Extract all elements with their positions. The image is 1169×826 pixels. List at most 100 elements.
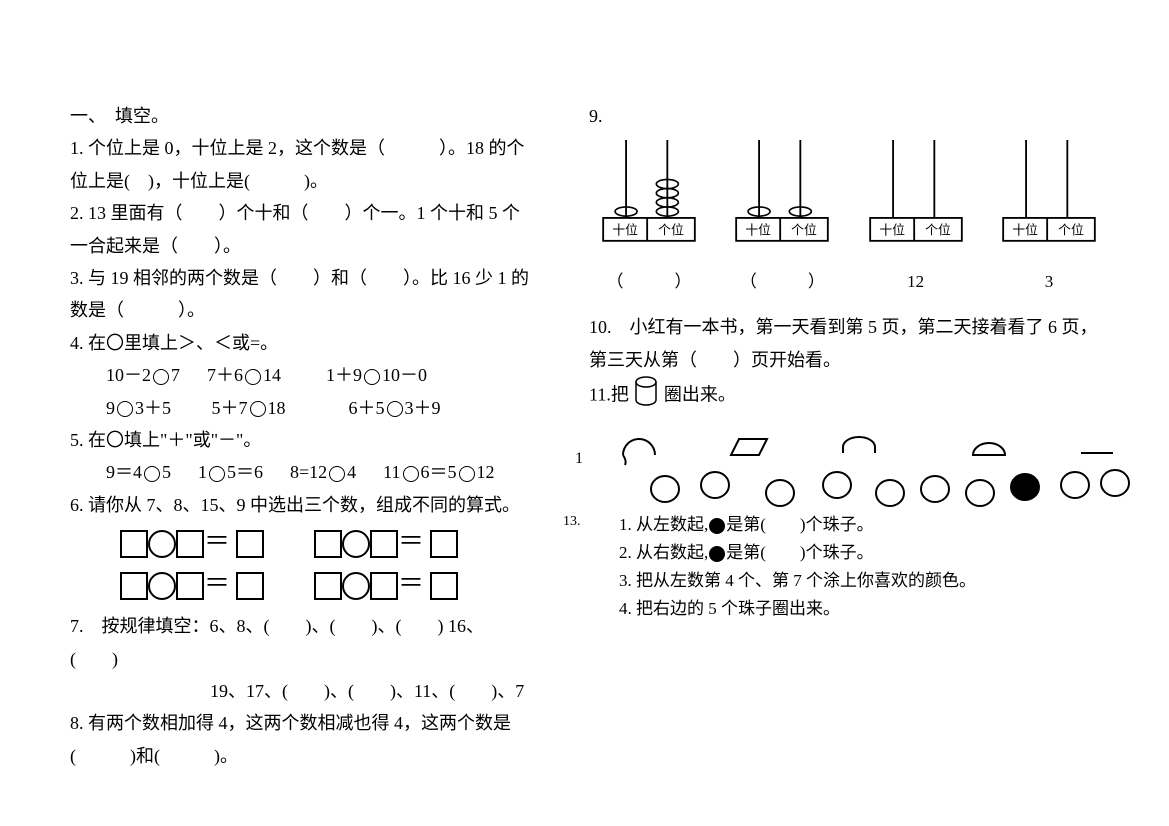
equation-row-1: ＝ ＝ <box>70 521 529 563</box>
empty-bead-icon <box>649 473 689 509</box>
op-circle-icon[interactable] <box>144 466 160 482</box>
operator-circle-icon[interactable] <box>342 572 370 600</box>
svg-text:个位: 个位 <box>925 224 951 238</box>
number-box-icon[interactable] <box>370 572 398 600</box>
q4-expr: 10－0 <box>382 365 427 385</box>
operator-circle-icon[interactable] <box>342 530 370 558</box>
q13-2-b: 是第( )个珠子。 <box>726 543 873 562</box>
q4-expr: 10－2 <box>106 365 151 385</box>
q3: 3. 与 19 相邻的两个数是（ ）和（ ）。比 16 少 1 的数是（ ）。 <box>70 262 529 327</box>
side-label-1: 1 <box>575 445 583 474</box>
number-box-icon[interactable] <box>236 572 264 600</box>
abacus-answers: （ ） （ ） 12 3 <box>589 267 1109 298</box>
cylinder-icon <box>633 376 659 416</box>
q4-expr: 5＋7 <box>212 398 248 418</box>
number-box-icon[interactable] <box>314 530 342 558</box>
svg-text:个位: 个位 <box>792 224 818 238</box>
q5-expr: 5＝6 <box>227 462 263 482</box>
q9: 9. <box>589 100 1109 132</box>
q13-3: 3. 把从左数第 4 个、第 7 个涂上你喜欢的颜色。 <box>619 567 1109 595</box>
q11-prefix: 11.把 <box>589 384 629 404</box>
compare-circle-icon[interactable] <box>387 401 403 417</box>
svg-text:十位: 十位 <box>746 224 772 238</box>
equation-row-2: ＝ ＝ <box>70 563 529 605</box>
q4-expr: 9 <box>106 398 115 418</box>
abacus-4: 十位 个位 <box>989 140 1109 260</box>
q5-expr: 8=12 <box>290 462 327 482</box>
worksheet-page: 一、 填空。 1. 个位上是 0，十位上是 2，这个数是（ ）。18 的个位上是… <box>0 0 1169 812</box>
q4-expr: 6＋5 <box>349 398 385 418</box>
svg-text:十位: 十位 <box>612 224 638 238</box>
empty-bead-icon <box>964 477 1004 513</box>
compare-circle-icon[interactable] <box>364 369 380 385</box>
compare-circle-icon[interactable] <box>153 369 169 385</box>
q5-expr: 12 <box>477 462 495 482</box>
q5-expr: 1 <box>198 462 207 482</box>
empty-bead-icon <box>1099 467 1139 503</box>
q6: 6. 请你从 7、8、15、9 中选出三个数，组成不同的算式。 <box>70 489 529 521</box>
number-box-icon[interactable] <box>236 530 264 558</box>
q13-2: 2. 从右数起, 是第( )个珠子。 <box>619 539 1109 567</box>
q7: 7. 按规律填空：6、8、( )、( )、( ) 16、( ) <box>70 610 529 675</box>
side-label-13: 13. <box>563 509 581 534</box>
number-box-icon[interactable] <box>176 530 204 558</box>
abacus-1: 十位 个位 <box>589 140 709 260</box>
empty-bead-icon <box>821 469 861 505</box>
number-box-icon[interactable] <box>120 530 148 558</box>
left-column: 一、 填空。 1. 个位上是 0，十位上是 2，这个数是（ ）。18 的个位上是… <box>70 100 559 772</box>
q4-expr: 7 <box>171 365 180 385</box>
q5-line: 9＝45 15＝6 8=124 116＝512 <box>70 456 529 488</box>
abacus-answer-4: 3 <box>989 267 1109 298</box>
abacus-2: 十位 个位 <box>722 140 842 260</box>
arc-shape-icon <box>619 431 659 467</box>
abacus-answer-1: （ ） <box>589 267 709 298</box>
black-bead-icon <box>709 546 725 562</box>
q5-expr: 11 <box>383 462 400 482</box>
compare-circle-icon[interactable] <box>245 369 261 385</box>
q4-expr: 1＋9 <box>326 365 362 385</box>
filled-bead-icon <box>1009 471 1049 507</box>
q11-suffix: 圈出来。 <box>664 384 736 404</box>
q5-expr: 5 <box>162 462 171 482</box>
q4-expr: 3＋9 <box>405 398 441 418</box>
q8: 8. 有两个数相加得 4，这两个数相减也得 4，这两个数是( )和( )。 <box>70 707 529 772</box>
svg-text:个位: 个位 <box>1058 224 1084 238</box>
abacus-answer-2: （ ） <box>722 267 842 298</box>
q4-expr: 18 <box>268 398 286 418</box>
q4-line2: 93＋5 5＋718 6＋53＋9 <box>70 392 529 424</box>
number-box-icon[interactable] <box>430 530 458 558</box>
abacus-row: 十位 个位 十位 个位 十位 个位 十位 个位 <box>589 140 1109 260</box>
number-box-icon[interactable] <box>314 572 342 600</box>
q4-title: 4. 在〇里填上＞、＜或=。 <box>70 327 529 359</box>
compare-circle-icon[interactable] <box>250 401 266 417</box>
op-circle-icon[interactable] <box>403 466 419 482</box>
q7-line2: 19、17、( )、( )、11、( )、7 <box>70 675 529 707</box>
abacus-answer-3: 12 <box>856 267 976 298</box>
section-heading: 一、 填空。 <box>70 100 529 132</box>
q5-expr: 6＝5 <box>421 462 457 482</box>
op-circle-icon[interactable] <box>459 466 475 482</box>
number-box-icon[interactable] <box>370 530 398 558</box>
q2: 2. 13 里面有（ ）个十和（ ）个一。1 个十和 5 个一合起来是（ ）。 <box>70 197 529 262</box>
number-box-icon[interactable] <box>176 572 204 600</box>
right-column: 9. 十位 个位 十位 个位 十位 <box>559 100 1109 772</box>
q10: 10. 小红有一本书，第一天看到第 5 页，第二天接着看了 6 页，第三天从第（… <box>589 311 1109 376</box>
beads-area: 1 13. <box>589 421 1109 511</box>
empty-bead-icon <box>919 473 959 509</box>
number-box-icon[interactable] <box>120 572 148 600</box>
svg-text:十位: 十位 <box>1012 224 1038 238</box>
op-circle-icon[interactable] <box>329 466 345 482</box>
svg-text:个位: 个位 <box>658 224 684 238</box>
q13-1-b: 是第( )个珠子。 <box>726 515 873 534</box>
operator-circle-icon[interactable] <box>148 572 176 600</box>
q13-2-a: 2. 从右数起, <box>619 543 708 562</box>
q11: 11.把 圈出来。 <box>589 376 1109 416</box>
op-circle-icon[interactable] <box>209 466 225 482</box>
q5-title: 5. 在〇填上"＋"或"－"。 <box>70 424 529 456</box>
compare-circle-icon[interactable] <box>117 401 133 417</box>
q4-expr: 14 <box>263 365 281 385</box>
operator-circle-icon[interactable] <box>148 530 176 558</box>
q4-line1: 10－27 7＋614 1＋910－0 <box>70 359 529 391</box>
empty-bead-icon <box>1059 469 1099 505</box>
number-box-icon[interactable] <box>430 572 458 600</box>
